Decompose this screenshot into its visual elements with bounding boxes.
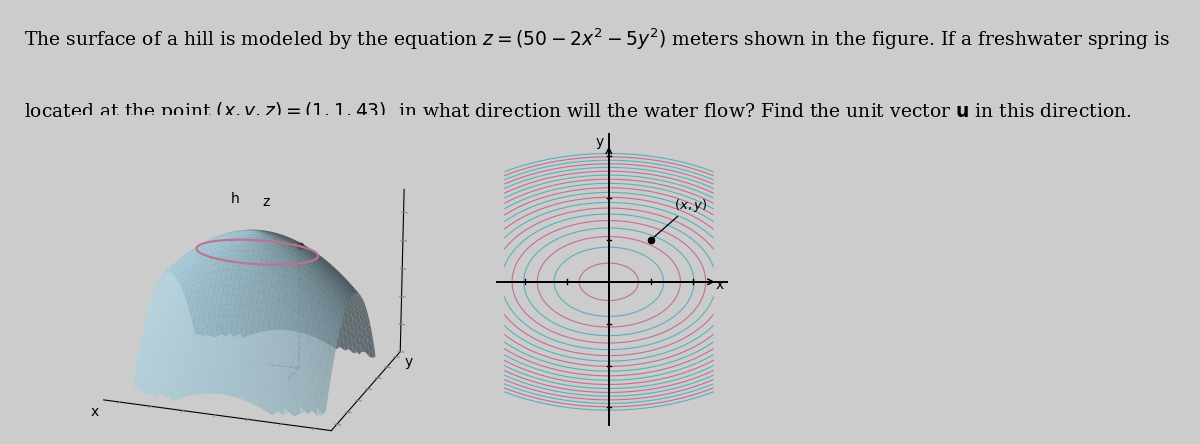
Text: The surface of a hill is modeled by the equation $z = (50 - 2x^2 - 5y^2)$ meters: The surface of a hill is modeled by the … [24, 27, 1170, 52]
Text: located at the point $(x, y, z) = (1, 1, 43)$, in what direction will the water : located at the point $(x, y, z) = (1, 1,… [24, 100, 1132, 123]
Text: $(x,y)$: $(x,y)$ [654, 197, 707, 237]
Text: y: y [595, 135, 604, 149]
Text: x: x [715, 278, 724, 292]
Point [641, 236, 660, 243]
